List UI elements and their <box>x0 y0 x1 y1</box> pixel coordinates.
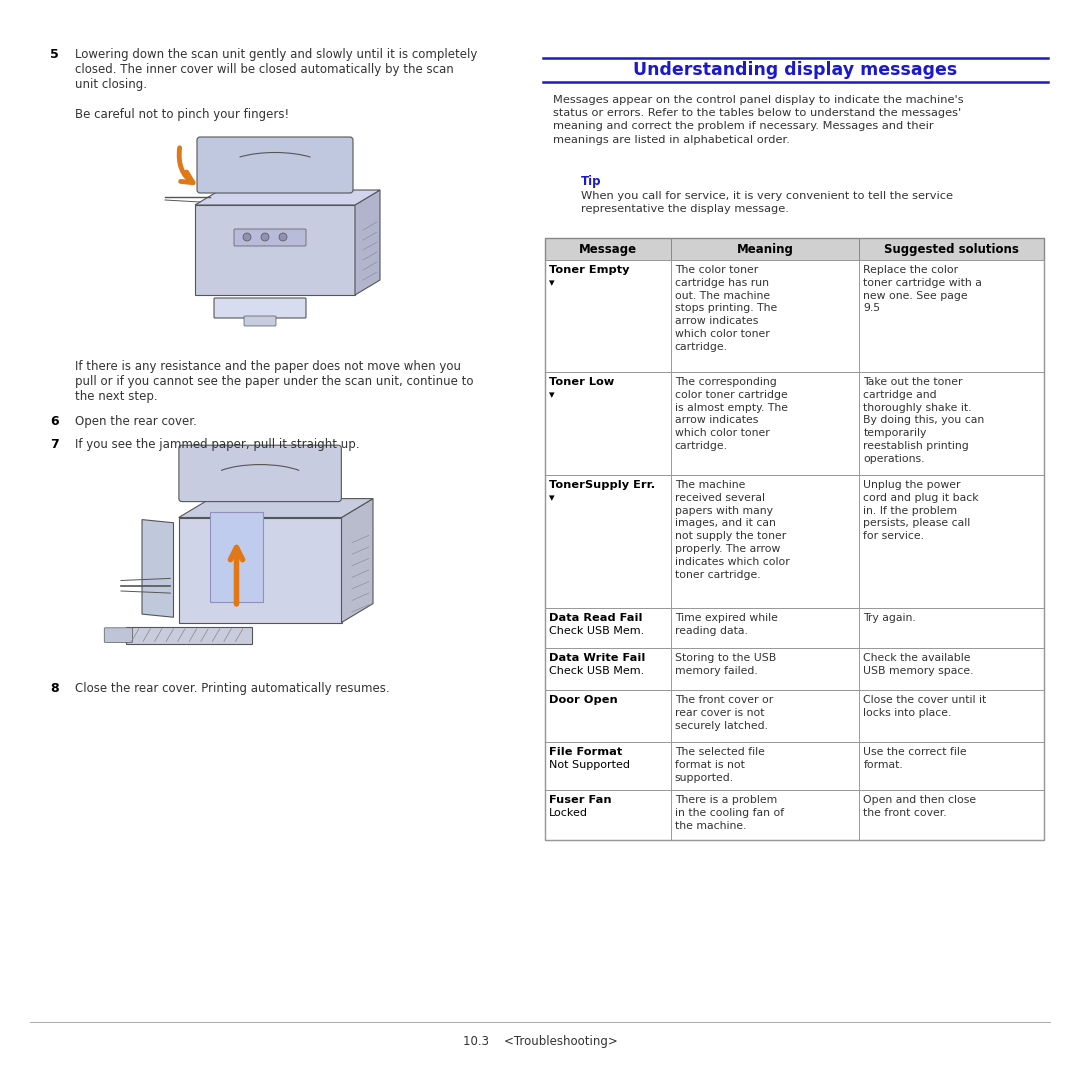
Text: Message: Message <box>579 243 637 256</box>
Text: Time expired while
reading data.: Time expired while reading data. <box>675 613 778 636</box>
FancyBboxPatch shape <box>214 298 306 318</box>
Text: When you call for service, it is very convenient to tell the service
representat: When you call for service, it is very co… <box>581 191 953 214</box>
Polygon shape <box>355 190 380 295</box>
Text: 8: 8 <box>50 681 58 696</box>
FancyBboxPatch shape <box>179 517 341 622</box>
Text: The color toner
cartridge has run
out. The machine
stops printing. The
arrow ind: The color toner cartridge has run out. T… <box>675 265 777 352</box>
Text: File Format: File Format <box>549 747 622 757</box>
Text: If you see the jammed paper, pull it straight up.: If you see the jammed paper, pull it str… <box>75 438 360 451</box>
Text: Close the cover until it
locks into place.: Close the cover until it locks into plac… <box>863 696 987 718</box>
Text: ▾: ▾ <box>549 492 555 503</box>
FancyBboxPatch shape <box>126 626 253 644</box>
Text: Data Read Fail: Data Read Fail <box>549 613 643 623</box>
Bar <box>545 475 1044 608</box>
Text: Fuser Fan: Fuser Fan <box>549 795 611 805</box>
Circle shape <box>243 233 251 241</box>
FancyBboxPatch shape <box>211 512 262 602</box>
FancyBboxPatch shape <box>197 137 353 193</box>
Text: 10.3    <Troubleshooting>: 10.3 <Troubleshooting> <box>462 1036 618 1049</box>
Text: Suggested solutions: Suggested solutions <box>885 243 1020 256</box>
FancyBboxPatch shape <box>195 205 355 295</box>
Text: Tip: Tip <box>581 175 602 188</box>
Text: 5: 5 <box>50 48 58 60</box>
FancyArrowPatch shape <box>179 148 193 183</box>
Text: Open and then close
the front cover.: Open and then close the front cover. <box>863 795 976 818</box>
Text: ▾: ▾ <box>549 278 555 288</box>
FancyBboxPatch shape <box>105 627 133 643</box>
Bar <box>545 648 1044 690</box>
Text: Storing to the USB
memory failed.: Storing to the USB memory failed. <box>675 653 777 676</box>
Text: There is a problem
in the cooling fan of
the machine.: There is a problem in the cooling fan of… <box>675 795 784 831</box>
Polygon shape <box>341 499 373 622</box>
Text: The front cover or
rear cover is not
securely latched.: The front cover or rear cover is not sec… <box>675 696 773 730</box>
Text: Messages appear on the control panel display to indicate the machine's
status or: Messages appear on the control panel dis… <box>553 95 963 145</box>
Text: Locked: Locked <box>549 808 588 818</box>
Text: Door Open: Door Open <box>549 696 618 705</box>
Text: Not Supported: Not Supported <box>549 760 630 770</box>
Circle shape <box>261 233 269 241</box>
Text: Replace the color
toner cartridge with a
new one. See page
9.5: Replace the color toner cartridge with a… <box>863 265 982 313</box>
FancyBboxPatch shape <box>244 316 276 326</box>
Text: Lowering down the scan unit gently and slowly until it is completely
closed. The: Lowering down the scan unit gently and s… <box>75 48 477 91</box>
Text: The selected file
format is not
supported.: The selected file format is not supporte… <box>675 747 765 783</box>
Circle shape <box>279 233 287 241</box>
Text: Meaning: Meaning <box>737 243 794 256</box>
Text: 6: 6 <box>50 415 58 428</box>
Text: Toner Low: Toner Low <box>549 377 615 387</box>
Text: Open the rear cover.: Open the rear cover. <box>75 415 197 428</box>
Bar <box>545 742 1044 789</box>
Text: Use the correct file
format.: Use the correct file format. <box>863 747 967 770</box>
Bar <box>545 608 1044 648</box>
Polygon shape <box>179 499 373 517</box>
Polygon shape <box>141 519 174 618</box>
Text: Understanding display messages: Understanding display messages <box>633 60 958 79</box>
Bar <box>545 690 1044 742</box>
Text: Check USB Mem.: Check USB Mem. <box>549 666 645 676</box>
Text: Toner Empty: Toner Empty <box>549 265 630 275</box>
Polygon shape <box>195 190 380 205</box>
Text: Check USB Mem.: Check USB Mem. <box>549 626 645 636</box>
Bar <box>545 789 1044 840</box>
FancyBboxPatch shape <box>234 229 306 246</box>
FancyBboxPatch shape <box>179 445 341 501</box>
Bar <box>545 260 1044 372</box>
Text: ▾: ▾ <box>549 390 555 400</box>
Bar <box>545 238 1044 840</box>
Text: TonerSupply Err.: TonerSupply Err. <box>549 480 656 490</box>
FancyArrowPatch shape <box>230 548 243 604</box>
Text: The corresponding
color toner cartridge
is almost empty. The
arrow indicates
whi: The corresponding color toner cartridge … <box>675 377 787 451</box>
Text: Unplug the power
cord and plug it back
in. If the problem
persists, please call
: Unplug the power cord and plug it back i… <box>863 480 978 541</box>
Text: Be careful not to pinch your fingers!: Be careful not to pinch your fingers! <box>75 108 289 121</box>
Text: The machine
received several
papers with many
images, and it can
not supply the : The machine received several papers with… <box>675 480 789 580</box>
Bar <box>545 372 1044 475</box>
Text: Close the rear cover. Printing automatically resumes.: Close the rear cover. Printing automatic… <box>75 681 390 696</box>
Text: Check the available
USB memory space.: Check the available USB memory space. <box>863 653 974 676</box>
Bar <box>545 238 1044 260</box>
Text: Take out the toner
cartridge and
thoroughly shake it.
By doing this, you can
tem: Take out the toner cartridge and thoroug… <box>863 377 985 463</box>
Text: Try again.: Try again. <box>863 613 916 623</box>
Text: If there is any resistance and the paper does not move when you
pull or if you c: If there is any resistance and the paper… <box>75 360 473 403</box>
Text: 7: 7 <box>50 438 58 451</box>
Text: Data Write Fail: Data Write Fail <box>549 653 646 663</box>
